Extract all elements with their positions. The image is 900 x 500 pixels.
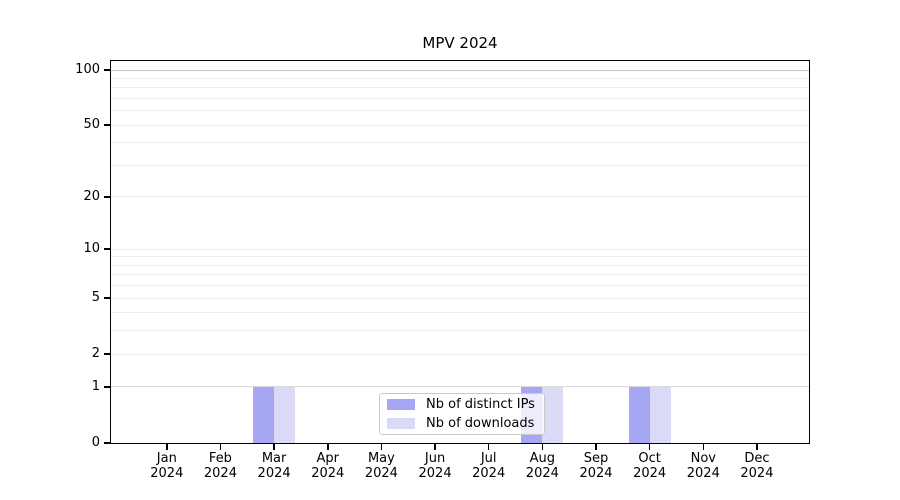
x-tick-label: Jun 2024 [403, 451, 467, 481]
bar-downloads-oct [649, 386, 671, 443]
y-gridline-minor [111, 256, 809, 258]
y-tick-label: 5 [91, 290, 100, 306]
legend-swatch-distinct-ips [387, 399, 415, 410]
y-tick-label: 50 [83, 117, 100, 133]
bar-downloads-mar [274, 386, 296, 443]
x-tick-label: Feb 2024 [188, 451, 252, 481]
x-tick-label-month: Mar [261, 451, 287, 466]
y-gridline-major [111, 297, 809, 299]
x-tick-label: Mar 2024 [242, 451, 306, 481]
y-tick [104, 69, 110, 71]
y-tick [104, 124, 110, 126]
x-tick-label-year: 2024 [418, 466, 452, 481]
x-tick-label-year: 2024 [257, 466, 291, 481]
y-gridline-minor [111, 110, 809, 112]
legend-item-downloads: Nb of downloads [387, 416, 544, 432]
bar-downloads-aug [542, 386, 564, 443]
x-tick-label-year: 2024 [472, 466, 506, 481]
x-tick-label-month: Feb [208, 451, 232, 466]
x-tick [327, 444, 329, 450]
y-gridline-minor [111, 274, 809, 276]
x-tick [702, 444, 705, 450]
y-gridline-minor [111, 77, 809, 79]
x-tick [273, 444, 275, 450]
x-tick-label-year: 2024 [311, 466, 345, 481]
x-tick-label-month: Jul [480, 451, 497, 466]
y-gridline-minor [111, 285, 809, 287]
x-tick-label-year: 2024 [579, 466, 613, 481]
y-tick [104, 353, 110, 355]
x-tick-label: Jan 2024 [135, 451, 199, 481]
x-tick [648, 444, 651, 450]
y-gridline-major [111, 69, 809, 71]
x-tick-label-month: Apr [316, 451, 340, 466]
x-tick-label-month: Sep [583, 451, 609, 466]
legend-item-distinct-ips: Nb of distinct IPs [387, 397, 544, 413]
y-tick [104, 297, 110, 299]
x-tick [219, 444, 222, 450]
x-tick [756, 444, 758, 450]
x-tick [434, 444, 436, 450]
y-tick-label: 20 [83, 188, 100, 204]
x-tick-label: Nov 2024 [671, 451, 735, 481]
x-tick-label: Oct 2024 [618, 451, 682, 481]
y-tick [104, 196, 110, 198]
y-gridline-minor [111, 87, 809, 89]
chart-title: MPV 2024 [422, 34, 498, 52]
y-gridline-minor [111, 330, 809, 332]
y-gridline-minor [111, 164, 809, 166]
x-tick [541, 444, 544, 450]
x-tick-label: Aug 2024 [510, 451, 574, 481]
x-tick [166, 444, 168, 450]
y-gridline-major [111, 124, 809, 126]
x-tick-label-month: May [367, 451, 395, 466]
y-tick-label: 2 [91, 346, 100, 362]
y-tick-label: 10 [83, 241, 100, 257]
x-tick-label-month: Nov [690, 451, 716, 466]
y-tick-label: 1 [91, 378, 100, 394]
x-tick-label-year: 2024 [633, 466, 667, 481]
y-tick-label: 100 [75, 62, 100, 77]
x-tick-label-year: 2024 [740, 466, 774, 481]
x-tick-label: Dec 2024 [725, 451, 789, 481]
x-tick [487, 444, 490, 450]
x-tick-label-year: 2024 [525, 466, 559, 481]
y-gridline-minor [111, 142, 809, 144]
y-gridline-minor [111, 264, 809, 266]
x-tick-label-month: Jan [156, 451, 177, 466]
legend-swatch-downloads [387, 418, 415, 429]
x-tick-label: Jul 2024 [457, 451, 521, 481]
y-gridline-major [111, 196, 809, 198]
y-tick [104, 248, 110, 250]
x-tick-label-month: Dec [744, 451, 770, 466]
x-tick-label-month: Jun [424, 451, 446, 466]
y-gridline-major [111, 353, 809, 355]
y-gridline-major [111, 386, 809, 388]
legend: Nb of distinct IPs Nb of downloads [379, 393, 545, 435]
x-tick [595, 444, 597, 450]
legend-label-downloads: Nb of downloads [426, 416, 535, 431]
bar-distinct-ips-oct [628, 386, 650, 443]
y-gridline-minor [111, 97, 809, 99]
x-tick [380, 444, 383, 450]
y-tick-label: 0 [91, 435, 100, 450]
legend-label-distinct-ips: Nb of distinct IPs [426, 397, 535, 412]
y-gridline-major [111, 248, 809, 250]
x-tick-label-month: Aug [529, 451, 556, 466]
x-tick-label-year: 2024 [364, 466, 398, 481]
x-tick-label: Apr 2024 [296, 451, 360, 481]
bar-distinct-ips-mar [253, 386, 275, 443]
x-tick-label-year: 2024 [150, 466, 184, 481]
y-tick [104, 386, 110, 388]
x-tick-label: Sep 2024 [564, 451, 628, 481]
x-tick-label-year: 2024 [203, 466, 237, 481]
y-tick [104, 442, 110, 444]
x-tick-label-year: 2024 [686, 466, 720, 481]
x-tick-label-month: Oct [638, 451, 661, 466]
y-gridline-minor [111, 312, 809, 314]
x-tick-label: May 2024 [349, 451, 413, 481]
